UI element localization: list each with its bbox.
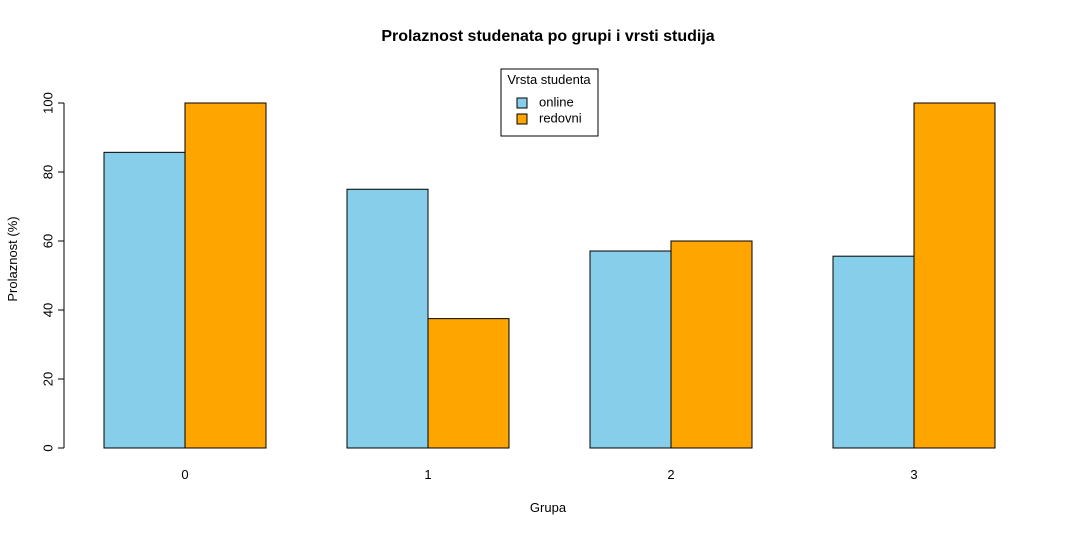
- y-tick-label-100: 100: [40, 92, 55, 114]
- legend-label-online: online: [539, 94, 574, 109]
- bar-redovni-group-0: [184, 102, 267, 449]
- y-axis: 0 20 40 60 80 100: [40, 92, 65, 452]
- legend-box: [500, 68, 599, 137]
- legend-label-redovni: redovni: [539, 110, 582, 125]
- bar-redovni-group-2: [670, 240, 753, 449]
- x-axis-label: Grupa: [530, 500, 567, 515]
- bar-redovni-group-1: [427, 318, 510, 449]
- y-tick-label-0: 0: [40, 444, 55, 451]
- legend-swatch-redovni: [516, 113, 528, 125]
- y-tick-label-60: 60: [40, 234, 55, 248]
- x-axis: 0 1 2 3: [181, 467, 917, 482]
- y-tick-label-40: 40: [40, 303, 55, 317]
- y-axis-label: Prolaznost (%): [5, 216, 20, 301]
- legend-title: Vrsta studenta: [507, 72, 591, 87]
- x-tick-label-3: 3: [910, 467, 917, 482]
- x-tick-label-2: 2: [667, 467, 674, 482]
- bar-redovni-group-3: [913, 102, 996, 449]
- chart-title: Prolaznost studenata po grupi i vrsti st…: [381, 28, 714, 45]
- legend-swatch-online: [516, 97, 528, 109]
- x-tick-label-0: 0: [181, 467, 188, 482]
- bar-online-group-1: [346, 188, 429, 449]
- bars: [103, 102, 996, 449]
- bar-online-group-0: [103, 151, 186, 449]
- x-tick-label-1: 1: [424, 467, 431, 482]
- bar-online-group-2: [589, 250, 672, 449]
- y-tick-label-80: 80: [40, 165, 55, 179]
- y-tick-label-20: 20: [40, 372, 55, 386]
- bar-online-group-3: [832, 255, 915, 449]
